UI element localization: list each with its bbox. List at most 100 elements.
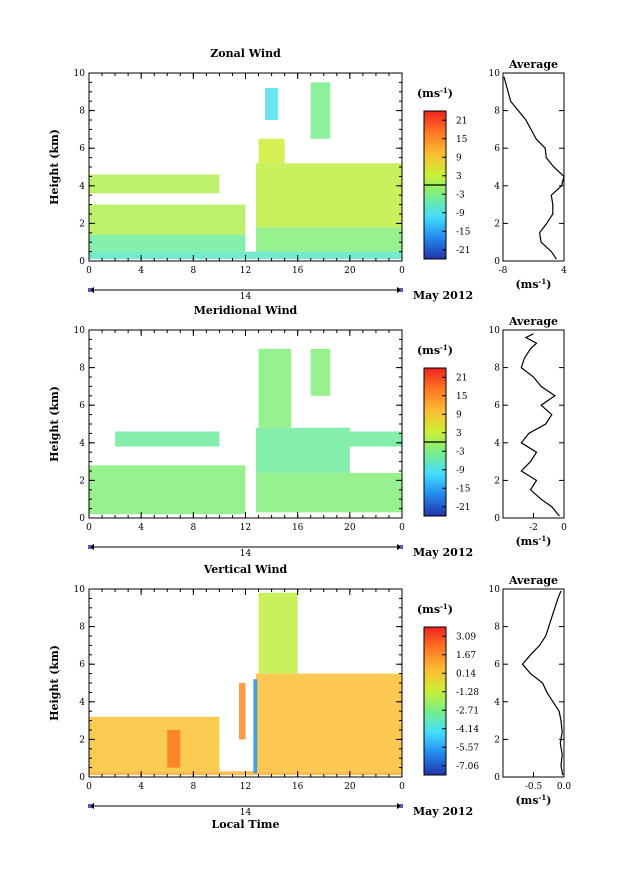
colorbar-label: 9 (456, 410, 462, 420)
heatmap-cell (258, 592, 298, 674)
x-tick-label: 20 (344, 782, 356, 792)
date-bar-cap-right (400, 804, 403, 808)
x-tick-label: 16 (292, 782, 304, 792)
colorbar-unit: (ms-1) (417, 343, 453, 357)
average-frame (502, 329, 565, 519)
date-bar-cap-left (88, 545, 91, 549)
average-x-label-sup: -1 (539, 793, 547, 802)
colorbar-label: 3.09 (456, 632, 476, 642)
date-bar-arrow-left (89, 544, 94, 550)
y-tick-label: 6 (79, 144, 85, 154)
heatmap-cell (349, 431, 402, 447)
colorbar-label: -21 (456, 246, 471, 256)
average-x-label-open: (ms (515, 794, 538, 807)
x-tick-label: 8 (190, 782, 196, 792)
date-bar-cap-left (88, 288, 91, 292)
date-month-label: May 2012 (413, 289, 473, 302)
x-tick-label: 12 (240, 266, 251, 276)
average-x-label: (ms-1) (515, 534, 551, 548)
colorbar-label: -1.28 (456, 688, 479, 698)
average-y-tick-label: 4 (494, 698, 500, 708)
average-y-tick-label: 10 (489, 69, 501, 79)
average-x-label: (ms-1) (515, 793, 551, 807)
colorbar-label: -9 (456, 466, 465, 476)
average-x-label-sup: -1 (539, 277, 547, 286)
date-bar-cap-left (88, 804, 91, 808)
colorbar-unit-open: (ms (417, 87, 440, 100)
average-y-tick-label: 8 (494, 623, 500, 633)
heatmap-cell (238, 683, 246, 740)
date-bar-arrow-left (89, 803, 94, 809)
colorbar-label: 3 (456, 172, 462, 182)
panel-title: Vertical Wind (203, 563, 288, 576)
colorbar-unit: (ms-1) (417, 602, 453, 616)
x-tick-label: 0 (86, 266, 92, 276)
average-y-tick-label: 2 (494, 735, 500, 745)
panel-title: Meridional Wind (194, 304, 298, 317)
average-y-tick-label: 2 (494, 476, 500, 486)
colorbar-unit-sup: -1 (440, 86, 448, 95)
average-profile-line (521, 590, 564, 776)
average-y-tick-label: 10 (489, 326, 501, 336)
average-frame (502, 72, 565, 262)
colorbar-label: 3 (456, 429, 462, 439)
colorbar-unit-open: (ms (417, 603, 440, 616)
average-title: Average (508, 315, 558, 328)
date-bar-arrow-right (397, 544, 402, 550)
y-axis-label: Height (km) (48, 386, 61, 462)
average-frame (502, 588, 565, 778)
colorbar-label: -7.06 (456, 762, 479, 772)
y-tick-label: 10 (74, 585, 86, 595)
colorbar-label: 21 (456, 373, 467, 383)
average-y-tick-label: 4 (494, 439, 500, 449)
heatmap-cell (265, 88, 279, 120)
y-tick-label: 0 (79, 257, 85, 267)
average-y-tick-label: 0 (494, 257, 500, 267)
x-tick-label: 4 (138, 266, 144, 276)
y-tick-label: 4 (79, 698, 85, 708)
y-tick-label: 6 (79, 401, 85, 411)
heatmap-cell (255, 427, 350, 473)
date-day-label: 14 (240, 292, 252, 302)
average-x-tick-label: 0.0 (557, 782, 572, 792)
average-x-tick-label: -2 (529, 523, 538, 533)
colorbar-label: -2.71 (456, 706, 479, 716)
x-tick-label: 16 (292, 266, 304, 276)
colorbar-label: -5.57 (456, 743, 479, 753)
average-y-tick-label: 10 (489, 585, 501, 595)
date-bar-arrow-right (397, 803, 402, 809)
average-y-tick-label: 6 (494, 660, 500, 670)
x-tick-label: 4 (138, 523, 144, 533)
colorbar-unit-close: ) (448, 603, 453, 616)
y-tick-label: 2 (79, 219, 85, 229)
average-x-tick-label: 0 (561, 523, 567, 533)
colorbar-label: -15 (456, 484, 471, 494)
colorbar-label: -3 (456, 190, 465, 200)
x-tick-label: 20 (344, 523, 356, 533)
heatmap-cell (258, 138, 285, 164)
panel-title: Zonal Wind (210, 47, 281, 60)
colorbar-unit-sup: -1 (440, 343, 448, 352)
x-tick-label: 12 (240, 523, 251, 533)
heatmap-cell (115, 431, 220, 447)
date-bar-arrow-right (397, 287, 402, 293)
heatmap-cell (167, 730, 181, 768)
average-x-tick-label: 4 (561, 266, 567, 276)
heatmap-cell (89, 204, 246, 235)
heatmap-cell (310, 82, 331, 139)
heatmap-cell (255, 472, 402, 513)
heatmap-cell (255, 163, 402, 228)
date-month-label: May 2012 (413, 805, 473, 818)
average-y-tick-label: 0 (494, 514, 500, 524)
colorbar-label: -9 (456, 209, 465, 219)
y-tick-label: 10 (74, 69, 86, 79)
heatmap-cell (89, 234, 246, 252)
average-x-label-open: (ms (515, 278, 538, 291)
y-tick-label: 6 (79, 660, 85, 670)
heatmap-cell (255, 673, 402, 772)
colorbar-label: 21 (456, 116, 467, 126)
panel-1: Meridional Wind Height (km) 0 2 4 6 8 10 0 4 8 12 16… (48, 304, 567, 559)
colorbar-unit-close: ) (448, 87, 453, 100)
average-x-label: (ms-1) (515, 277, 551, 291)
